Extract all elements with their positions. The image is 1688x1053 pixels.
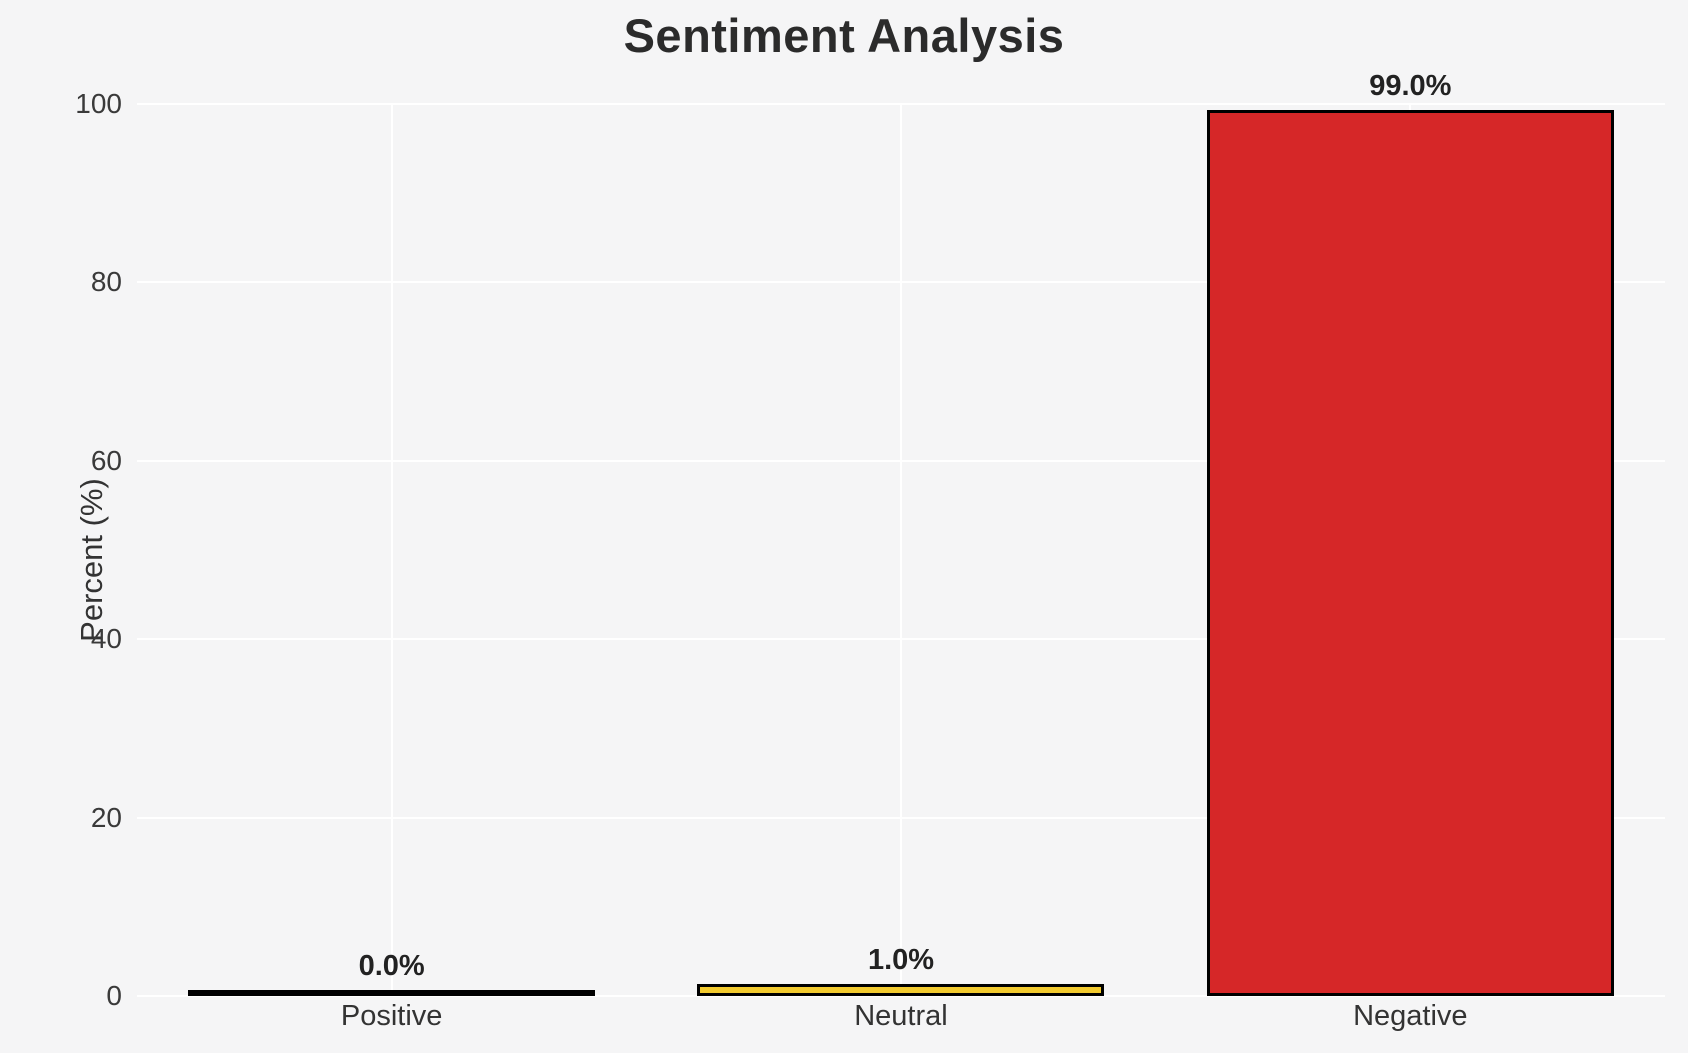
bar-group-neutral: 1.0% <box>646 944 1155 996</box>
y-axis-label: Percent (%) <box>73 478 109 642</box>
bar-group-negative: 99.0% <box>1156 70 1665 996</box>
xtick-negative: Negative <box>1353 1000 1468 1032</box>
xtick-positive: Positive <box>340 1000 443 1032</box>
ytick-0: 0 <box>106 980 122 1011</box>
xtick-neutral: Neutral <box>854 1000 948 1032</box>
value-label-negative: 99.0% <box>1369 69 1452 102</box>
ytick-40: 40 <box>90 623 122 655</box>
ytick-100: 100 <box>75 88 122 119</box>
gridline-v-neutral <box>900 104 902 996</box>
gridline-h-0 <box>137 995 1665 997</box>
plot-area: 0 20 40 60 80 100 0.0% 1.0% 99.0% <box>75 70 1665 1011</box>
ytick-60: 60 <box>90 444 122 476</box>
bar-positive <box>188 990 596 996</box>
value-label-positive: 0.0% <box>358 950 425 982</box>
bar-negative <box>1206 109 1614 996</box>
bar-neutral <box>697 984 1105 996</box>
ytick-20: 20 <box>90 801 122 833</box>
chart-title: Sentiment Analysis <box>623 9 1065 62</box>
x-axis: Positive Neutral Negative <box>137 1000 1665 1033</box>
value-label-neutral: 1.0% <box>867 944 935 977</box>
bar-group-positive: 0.0% <box>137 950 646 996</box>
ytick-80: 80 <box>90 266 122 298</box>
gridline-v-positive <box>390 104 393 996</box>
